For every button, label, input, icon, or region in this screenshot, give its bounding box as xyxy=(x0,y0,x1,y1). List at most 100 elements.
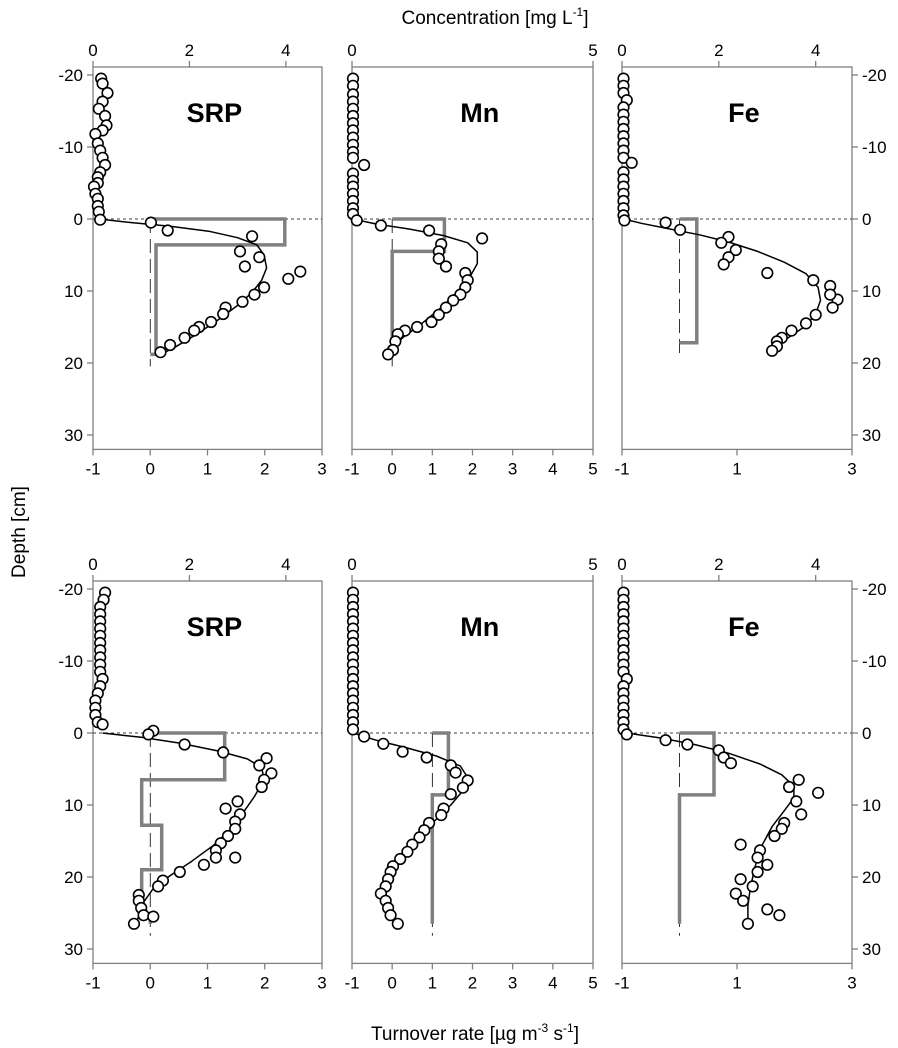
conc-data-point xyxy=(795,808,808,821)
rate-tick-label: 3 xyxy=(847,973,856,992)
conc-tick-label: 0 xyxy=(88,41,97,60)
conc-data-point xyxy=(147,910,160,923)
conc-data-point xyxy=(761,266,774,280)
rate-tick-label: 2 xyxy=(468,459,477,478)
conc-data-point xyxy=(765,344,779,357)
rate-tick-label: 1 xyxy=(732,973,741,992)
conc-data-point xyxy=(807,274,820,287)
panel-label: SRP xyxy=(187,98,243,128)
conc-data-point xyxy=(229,851,242,864)
conc-data-point xyxy=(394,852,407,866)
conc-data-point xyxy=(824,288,837,301)
conc-data-point xyxy=(715,236,728,249)
conc-data-point xyxy=(350,214,363,227)
depth-tick-label: 10 xyxy=(64,796,83,815)
conc-data-point xyxy=(260,752,273,765)
rate-tick-label: 2 xyxy=(260,973,269,992)
conc-data-point xyxy=(809,308,822,321)
conc-data-point xyxy=(618,214,631,227)
conc-data-point xyxy=(420,751,433,764)
conc-data-point xyxy=(205,315,218,329)
conc-fit-curve xyxy=(626,732,795,924)
bottom-axis-title: Turnover rate [µg m-3 s-1] xyxy=(371,1021,579,1045)
rate-tick-label: 5 xyxy=(588,459,597,478)
depth-tick-label: 0 xyxy=(74,210,83,229)
conc-data-point xyxy=(255,780,268,794)
conc-data-point xyxy=(197,858,210,871)
depth-tick-label: 20 xyxy=(862,354,881,373)
conc-data-point xyxy=(161,224,174,237)
conc-data-point xyxy=(751,865,764,879)
depth-tick-label: -10 xyxy=(58,652,83,671)
rate-tick-label: 4 xyxy=(548,973,557,992)
conc-tick-label: 0 xyxy=(347,41,356,60)
conc-data-point xyxy=(188,324,201,337)
depth-tick-label: -10 xyxy=(862,138,887,157)
conc-data-point xyxy=(358,158,371,172)
conc-data-point xyxy=(173,865,186,879)
conc-tick-label: 0 xyxy=(347,555,356,574)
conc-data-point xyxy=(775,822,788,835)
conc-data-point xyxy=(346,723,360,736)
conc-data-point xyxy=(746,880,759,893)
conc-data-point xyxy=(94,213,107,226)
rate-tick-label: 1 xyxy=(203,459,212,478)
rate-tick-label: 1 xyxy=(428,973,437,992)
depth-tick-label: -20 xyxy=(862,580,887,599)
conc-data-point xyxy=(152,880,165,893)
depth-tick-label: -20 xyxy=(58,66,83,85)
conc-data-point xyxy=(444,788,457,801)
conc-data-point xyxy=(673,223,687,236)
conc-tick-label: 2 xyxy=(185,555,194,574)
conc-data-point xyxy=(625,156,638,169)
conc-data-point xyxy=(790,795,803,808)
depth-tick-label: 10 xyxy=(862,796,881,815)
conc-data-point xyxy=(253,759,266,772)
rate-tick-label: 1 xyxy=(203,973,212,992)
conc-data-point xyxy=(761,858,774,871)
conc-data-point xyxy=(411,320,424,334)
depth-tick-label: -10 xyxy=(58,138,83,157)
conc-tick-label: 2 xyxy=(714,41,723,60)
conc-data-point xyxy=(217,307,230,321)
conc-data-point xyxy=(413,831,426,844)
conc-data-point xyxy=(439,301,453,314)
depth-tick-label: -20 xyxy=(58,580,83,599)
conc-data-point xyxy=(811,786,825,799)
rate-step-profile xyxy=(430,731,451,924)
conc-data-point xyxy=(449,766,462,779)
conc-data-point xyxy=(773,909,786,922)
conc-data-point xyxy=(236,295,249,308)
conc-data-point xyxy=(142,728,155,741)
conc-tick-label: 4 xyxy=(811,555,820,574)
panel-label: Fe xyxy=(728,98,760,128)
depth-tick-label: 20 xyxy=(862,868,881,887)
conc-tick-label: 2 xyxy=(714,555,723,574)
conc-data-point xyxy=(456,781,470,794)
conc-data-point xyxy=(382,348,395,361)
conc-tick-label: 0 xyxy=(617,41,626,60)
conc-data-point xyxy=(231,795,244,808)
conc-data-point xyxy=(659,734,672,747)
conc-data-point xyxy=(209,851,222,864)
conc-data-point xyxy=(178,331,191,344)
rate-tick-label: 2 xyxy=(260,459,269,478)
rate-tick-label: 1 xyxy=(428,459,437,478)
panel-mn-1: 0 5 -1 0 1 2 3 4 5 Mn xyxy=(344,41,597,478)
conc-data-point xyxy=(221,829,235,843)
conc-data-point xyxy=(681,738,694,751)
panel-fe-2: 0 2 4 -1 1 3 -20 -10 0 10 20 30 Fe xyxy=(614,555,886,992)
depth-tick-label: 30 xyxy=(862,940,881,959)
conc-data-point xyxy=(96,77,109,90)
conc-data-point xyxy=(248,288,261,301)
conc-tick-label: 5 xyxy=(588,555,597,574)
rate-tick-label: 0 xyxy=(146,973,155,992)
conc-data-point xyxy=(358,730,371,743)
conc-data-point xyxy=(154,346,167,359)
conc-data-point xyxy=(476,232,489,245)
rate-tick-label: 0 xyxy=(387,973,396,992)
conc-data-point xyxy=(734,838,747,851)
conc-data-point xyxy=(432,252,445,265)
